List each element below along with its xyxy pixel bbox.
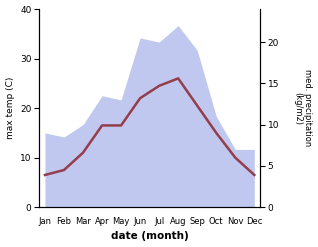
Y-axis label: max temp (C): max temp (C) (5, 77, 15, 139)
X-axis label: date (month): date (month) (111, 231, 189, 242)
Y-axis label: med. precipitation
(kg/m2): med. precipitation (kg/m2) (293, 69, 313, 147)
